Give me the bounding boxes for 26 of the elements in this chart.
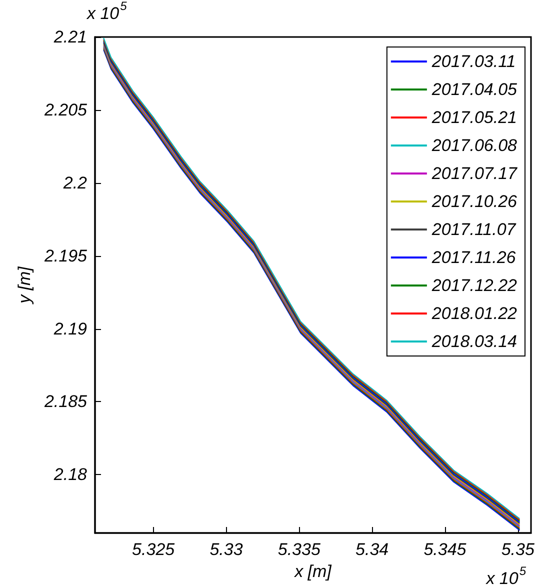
y-tick-label: 2.2 xyxy=(62,173,88,192)
x-tick-label: 5.33 xyxy=(210,540,244,559)
y-tick-label: 2.18 xyxy=(52,465,88,484)
legend-label: 2017.12.22 xyxy=(430,276,518,295)
legend-label: 2017.06.08 xyxy=(430,136,518,155)
legend-label: 2018.03.14 xyxy=(430,332,518,351)
x-tick-label: 5.34 xyxy=(356,540,389,559)
legend-label: 2017.04.05 xyxy=(430,80,518,99)
y-tick-label: 2.195 xyxy=(43,246,88,266)
legend-label: 2017.07.17 xyxy=(430,164,518,183)
y-tick-label: 2.19 xyxy=(52,319,88,338)
legend-label: 2017.03.11 xyxy=(430,52,516,71)
x-tick-label: 5.335 xyxy=(278,540,321,559)
legend-label: 2017.10.26 xyxy=(430,192,518,211)
y-tick-label: 2.205 xyxy=(43,100,88,120)
y-tick-label: 2.21 xyxy=(52,28,87,46)
x-tick-label: 5.325 xyxy=(132,540,176,559)
y-axis-title: y [m] xyxy=(15,265,34,304)
y-tick-label: 2.185 xyxy=(43,392,88,412)
x-axis-title: x [m] xyxy=(294,562,333,581)
legend-label: 2017.11.26 xyxy=(430,248,516,267)
x-tick-label: 5.35 xyxy=(501,540,535,559)
legend-label: 2017.05.21 xyxy=(430,108,518,127)
legend-label: 2017.11.07 xyxy=(430,220,516,239)
legend-label: 2018.01.22 xyxy=(430,304,518,323)
x-tick-label: 5.345 xyxy=(424,540,467,559)
